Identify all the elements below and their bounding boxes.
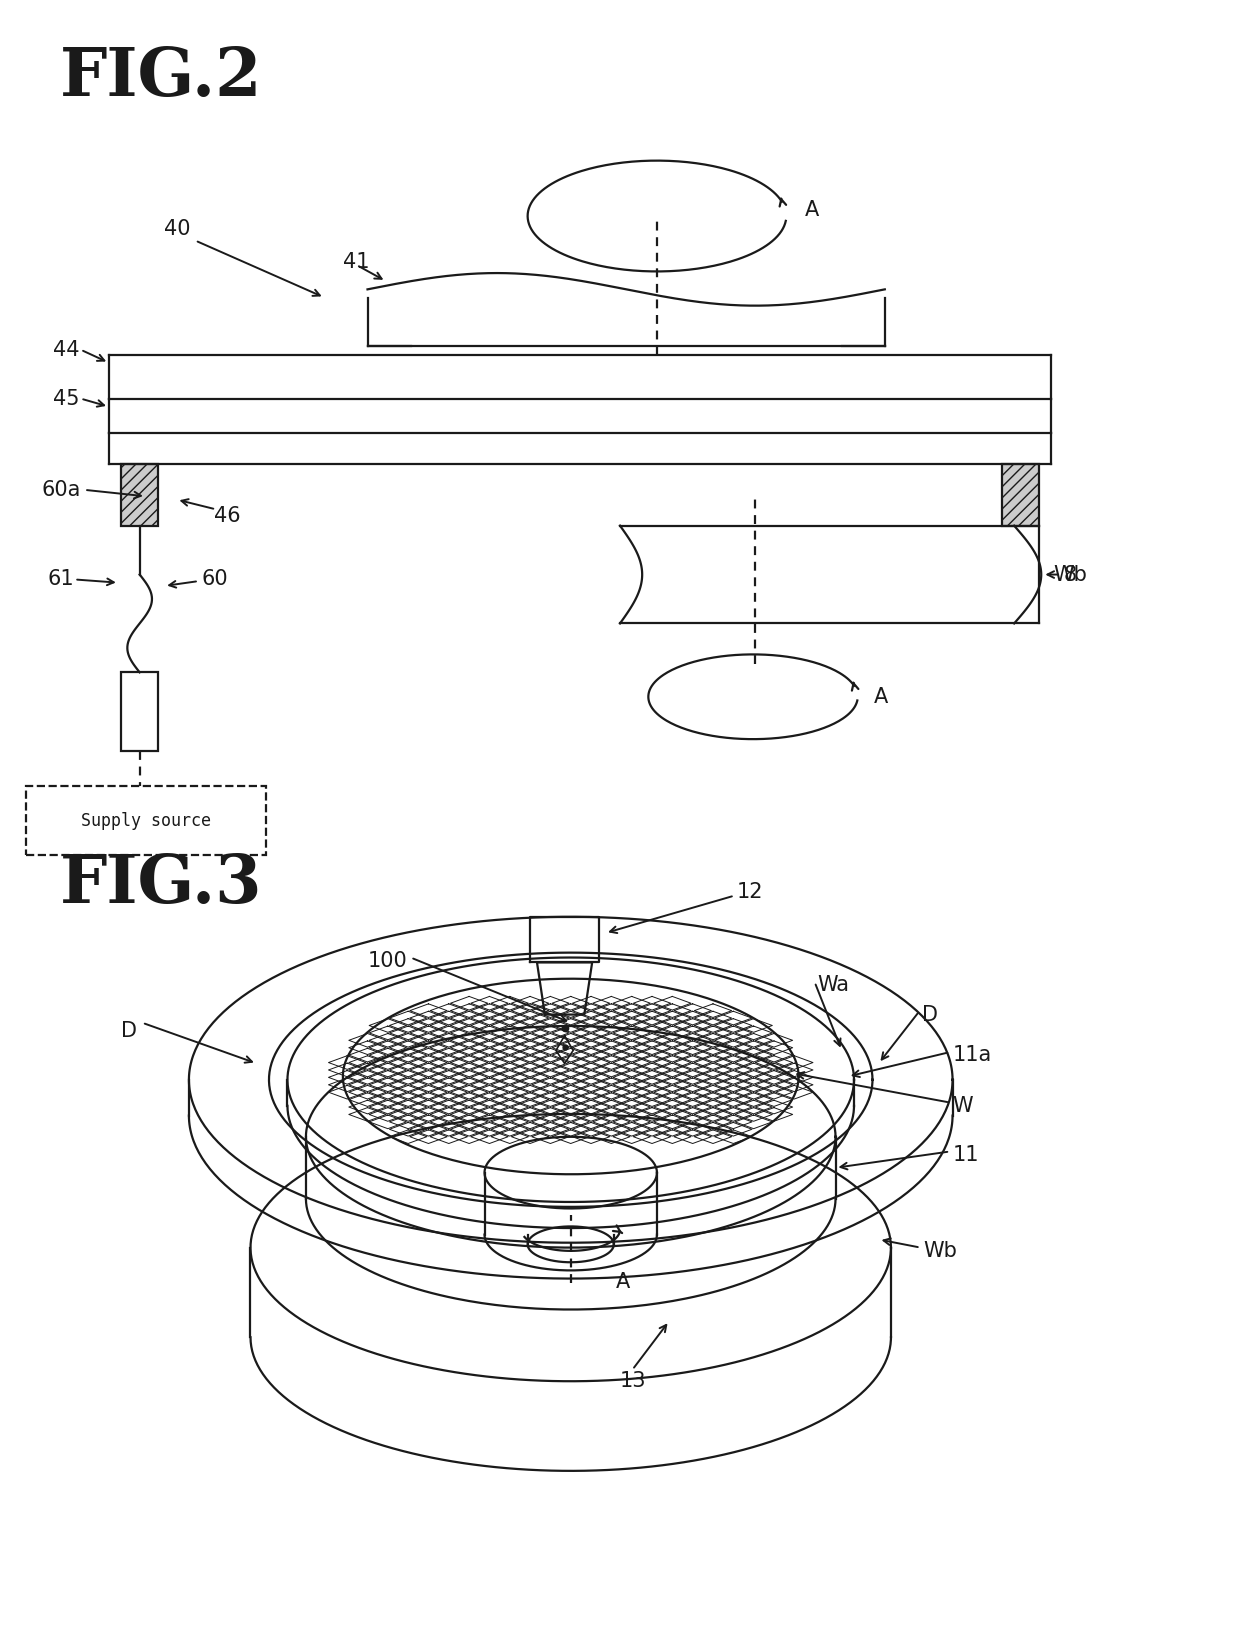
Text: 61: 61	[47, 570, 74, 590]
Text: 13: 13	[620, 1371, 646, 1391]
Text: 46: 46	[213, 506, 241, 526]
Text: A: A	[805, 200, 818, 219]
Bar	[122, 464, 159, 526]
Text: 8: 8	[1064, 565, 1076, 585]
Text: Wb: Wb	[923, 1242, 957, 1261]
Text: 12: 12	[737, 883, 764, 903]
Text: 44: 44	[53, 339, 79, 360]
Text: A: A	[874, 686, 888, 706]
Text: Supply source: Supply source	[81, 812, 211, 829]
Text: D: D	[122, 1020, 138, 1040]
Text: A: A	[616, 1271, 631, 1292]
Text: FIG.2: FIG.2	[60, 44, 262, 110]
Text: 60: 60	[201, 570, 228, 590]
Text: 100: 100	[367, 950, 407, 971]
Text: W: W	[952, 1096, 973, 1115]
Text: Wb: Wb	[1054, 565, 1087, 585]
Bar	[122, 672, 159, 750]
Text: 11a: 11a	[952, 1045, 992, 1065]
Text: FIG.3: FIG.3	[60, 852, 262, 917]
Text: 11: 11	[952, 1145, 980, 1165]
Text: 60a: 60a	[41, 480, 81, 500]
Text: 45: 45	[53, 388, 79, 408]
Bar	[1002, 464, 1039, 526]
Text: D: D	[921, 1004, 937, 1024]
Text: 40: 40	[164, 219, 191, 239]
Text: 41: 41	[343, 252, 370, 272]
Text: Wa: Wa	[817, 975, 849, 996]
